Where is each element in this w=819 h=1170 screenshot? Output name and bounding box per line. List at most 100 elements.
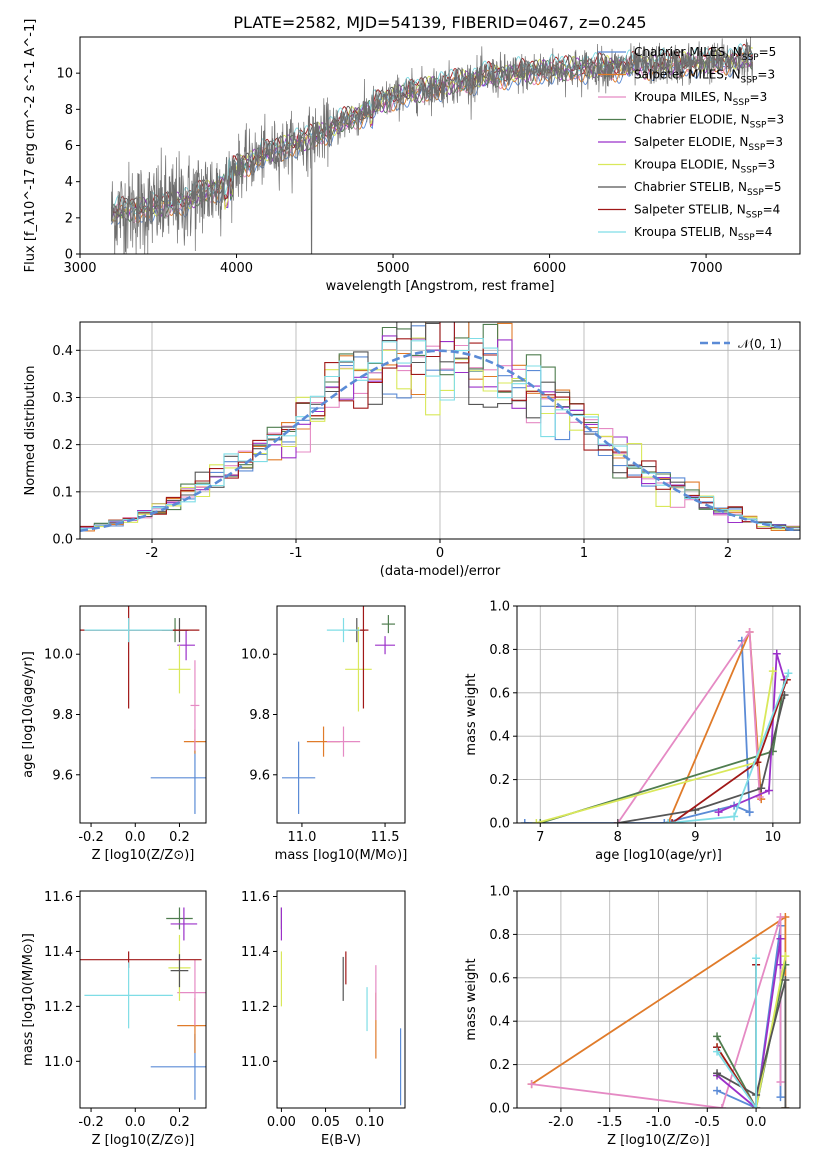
errorbar-point (84, 618, 173, 643)
plus-marker (781, 1104, 790, 1108)
y-tick-label: 6 (65, 139, 73, 154)
plus-marker (714, 808, 723, 817)
legend-label: Kroupa ELODIE, NSSP=3 (634, 158, 775, 176)
y-tick-label: 8 (65, 103, 73, 118)
errorbar-point (326, 726, 361, 757)
y-tick-label: 0 (65, 248, 73, 263)
errorbar-point (170, 907, 198, 941)
y-axis-label: Normed distribution (23, 366, 38, 496)
y-tick-label: 2 (65, 211, 73, 226)
y-tick-label: 0.6 (489, 971, 510, 986)
x-tick-label: 7 (536, 830, 544, 845)
axes-frame (79, 605, 207, 824)
x-tick-label: 0.0 (125, 1115, 146, 1130)
axes-frame (276, 605, 406, 824)
x-tick-label: 3000 (63, 261, 96, 276)
legend-entry: Kroupa ELODIE, NSSP=3 (598, 158, 775, 176)
x-tick-label: -1.5 (597, 1115, 622, 1130)
axes-frame (79, 36, 801, 255)
x-ticks: 3000 4000 5000 6000 7000 (63, 254, 723, 276)
weight-series-kroupa-stelib (664, 669, 793, 823)
plus-marker (536, 819, 545, 823)
x-tick-label: 0.05 (311, 1115, 340, 1130)
plot-area (281, 606, 396, 814)
legend-entry: Chabrier MILES, NSSP=5 (598, 45, 776, 63)
x-tick-label: -1.0 (646, 1115, 671, 1130)
y-tick-label: 11.2 (44, 1000, 73, 1015)
weight-series-kroupa-stelib (713, 954, 761, 1108)
y-tick-label: 9.8 (249, 708, 270, 723)
legend-label: Kroupa MILES, NSSP=3 (634, 90, 767, 108)
legend-label: Salpeter ELODIE, NSSP=3 (634, 135, 783, 153)
legend-entry: Chabrier STELIB, NSSP=5 (598, 180, 782, 198)
legend-label: Kroupa STELIB, NSSP=4 (634, 225, 772, 243)
y-tick-label: 4 (65, 175, 73, 190)
y-ticks: 9.6 9.8 10.0 (44, 648, 80, 783)
errorbar-point (168, 645, 191, 694)
y-tick-label: 9.6 (52, 768, 73, 783)
plus-marker (713, 1069, 722, 1078)
y-axis-label: mass [log10(M/M⊙)] (21, 933, 36, 1066)
x-tick-label: 0.0 (746, 1115, 767, 1130)
plus-marker (781, 952, 790, 961)
plus-marker (752, 1104, 761, 1108)
panel-age_vs_Z: -0.2 0.0 0.2 9.6 9.8 10.0 Z [log10(Z/Z⊙)] age [… (21, 605, 207, 863)
axes-frame (79, 890, 207, 1109)
y-tick-label: 11.6 (241, 890, 270, 905)
x-ticks: 11.0 11.5 (287, 823, 400, 845)
y-ticks: 0 2 4 6 8 10 (56, 67, 80, 263)
x-tick-label: 11.0 (287, 830, 316, 845)
legend-entry: Salpeter STELIB, NSSP=4 (598, 203, 780, 221)
errorbar-point (177, 630, 195, 661)
plus-marker (781, 975, 790, 984)
errorbar-point (84, 962, 173, 1029)
plus-marker (532, 819, 541, 823)
plus-marker (757, 784, 766, 793)
plot-area (280, 907, 402, 1106)
axes-frame (276, 890, 406, 1109)
x-tick-label: -2 (146, 546, 159, 561)
legend: Chabrier MILES, NSSP=5 Salpeter MILES, NS… (598, 45, 784, 243)
legend-entry: Chabrier ELODIE, NSSP=3 (598, 113, 784, 131)
series-line (716, 964, 787, 1108)
y-tick-label: 11.0 (44, 1055, 73, 1070)
plus-marker (713, 1086, 722, 1095)
series-line (716, 938, 782, 1108)
x-tick-label: 0.10 (355, 1115, 384, 1130)
y-tick-label: 0.2 (52, 438, 73, 453)
plus-marker (713, 1032, 722, 1041)
y-tick-label: 0.8 (489, 928, 510, 943)
panel-mass_vs_Z: -0.2 0.0 0.2 11.0 11.2 11.4 11.6 Z [log10(Z/Z⊙)… (21, 890, 207, 1148)
y-tick-label: 9.8 (52, 708, 73, 723)
legend-label: Chabrier STELIB, NSSP=5 (634, 180, 782, 198)
x-tick-label: 8 (614, 830, 622, 845)
legend-entry: Salpeter ELODIE, NSSP=3 (598, 135, 783, 153)
errorbar-point (177, 959, 206, 1026)
y-tick-label: 11.4 (241, 945, 270, 960)
x-tick-label: 2 (724, 546, 732, 561)
plus-marker (520, 819, 529, 823)
y-axis-label: mass weight (464, 673, 479, 755)
y-axis-label: mass weight (464, 958, 479, 1040)
legend: 𝒩(0, 1) (700, 337, 782, 351)
x-tick-label: 0 (436, 546, 444, 561)
plot-area (110, 37, 754, 254)
plus-marker (660, 819, 669, 823)
x-axis-label: mass [log10(M/M⊙)] (275, 848, 408, 863)
series-line (716, 958, 757, 1108)
x-axis-label: age [log10(age/yr)] (595, 848, 722, 863)
legend-label: Chabrier MILES, NSSP=5 (634, 45, 776, 63)
x-tick-label: 1 (580, 546, 588, 561)
y-tick-label: 10.0 (44, 648, 73, 663)
y-tick-label: 0.0 (489, 817, 510, 832)
plot-area (80, 322, 800, 532)
legend-entry: Salpeter MILES, NSSP=3 (598, 68, 775, 86)
x-tick-label: -0.5 (695, 1115, 720, 1130)
legend-label: Salpeter MILES, NSSP=3 (634, 68, 775, 86)
legend-entry: Kroupa STELIB, NSSP=4 (598, 225, 772, 243)
x-axis-label: Z [log10(Z/Z⊙)] (607, 1133, 710, 1148)
x-tick-label: 0.2 (169, 1115, 190, 1130)
plus-marker (768, 667, 777, 676)
x-ticks: 7 8 9 10 (536, 606, 781, 845)
